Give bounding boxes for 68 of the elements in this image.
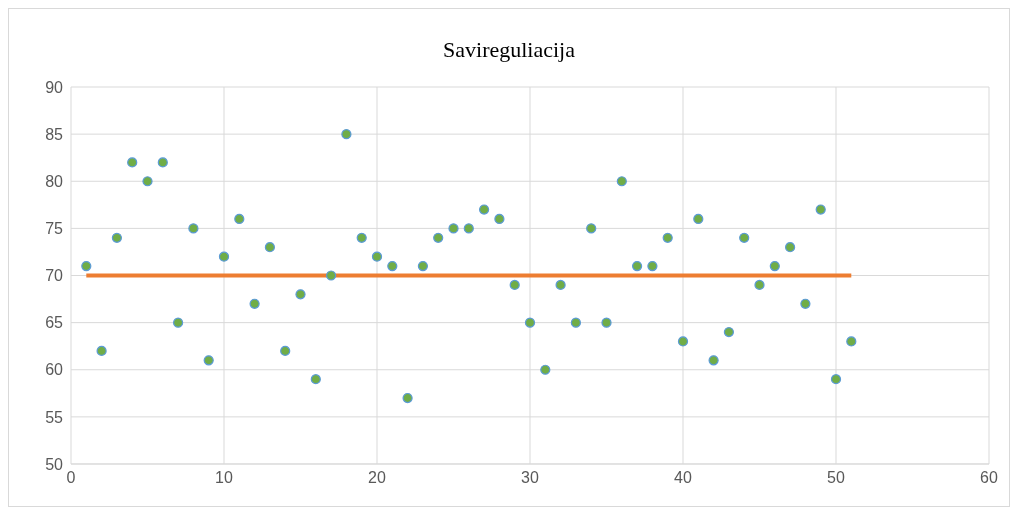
x-tick-label: 40 [674, 469, 692, 487]
point [647, 260, 658, 272]
point [846, 336, 857, 347]
point [754, 279, 765, 291]
point [693, 213, 704, 225]
y-tick-label: 70 [45, 267, 64, 285]
point [631, 260, 643, 272]
point [203, 355, 214, 366]
chart-title: Savireguliacija [442, 37, 576, 63]
y-tick-label: 85 [45, 125, 64, 143]
point [96, 345, 107, 357]
point [387, 260, 398, 272]
point [402, 392, 413, 404]
point [540, 364, 551, 375]
point [601, 317, 612, 328]
y-tick-label: 60 [45, 361, 64, 379]
point [111, 232, 123, 243]
y-tick-label: 55 [45, 408, 64, 426]
point [739, 232, 750, 243]
point [142, 176, 153, 187]
point [249, 298, 260, 309]
point [295, 289, 306, 300]
point [188, 223, 199, 234]
y-tick-label: 65 [45, 314, 64, 332]
point [264, 242, 276, 253]
point [784, 242, 796, 253]
point [494, 213, 505, 225]
x-tick-label: 20 [368, 469, 386, 487]
point [570, 317, 582, 328]
point [371, 251, 383, 262]
point [325, 270, 337, 281]
point [555, 279, 566, 291]
point [172, 317, 184, 328]
point [280, 345, 291, 357]
point [815, 204, 826, 215]
point [616, 176, 627, 187]
point [81, 260, 92, 272]
point [448, 223, 459, 234]
x-tick-label: 10 [215, 469, 233, 487]
x-tick-label: 50 [827, 469, 845, 487]
point [341, 129, 352, 140]
y-tick-label: 75 [45, 220, 64, 238]
point [433, 232, 444, 243]
point [218, 251, 230, 262]
x-tick-label: 60 [980, 469, 998, 487]
y-tick-label: 80 [45, 172, 64, 190]
point [800, 298, 811, 309]
point [677, 336, 689, 347]
point [478, 204, 490, 215]
x-tick-label: 30 [521, 469, 539, 487]
x-tick-label: 0 [66, 469, 76, 487]
point [769, 260, 780, 272]
y-tick-label: 50 [45, 455, 64, 473]
point [310, 374, 321, 385]
point [586, 223, 597, 234]
y-tick-label: 90 [45, 78, 64, 96]
point [830, 374, 842, 385]
point [127, 157, 138, 168]
point [463, 223, 474, 234]
point [509, 279, 520, 291]
point [234, 213, 245, 225]
point [417, 260, 429, 272]
point [662, 232, 673, 243]
point [157, 157, 168, 168]
point [708, 355, 719, 366]
point [356, 232, 367, 243]
point [723, 326, 735, 338]
point [524, 317, 536, 328]
